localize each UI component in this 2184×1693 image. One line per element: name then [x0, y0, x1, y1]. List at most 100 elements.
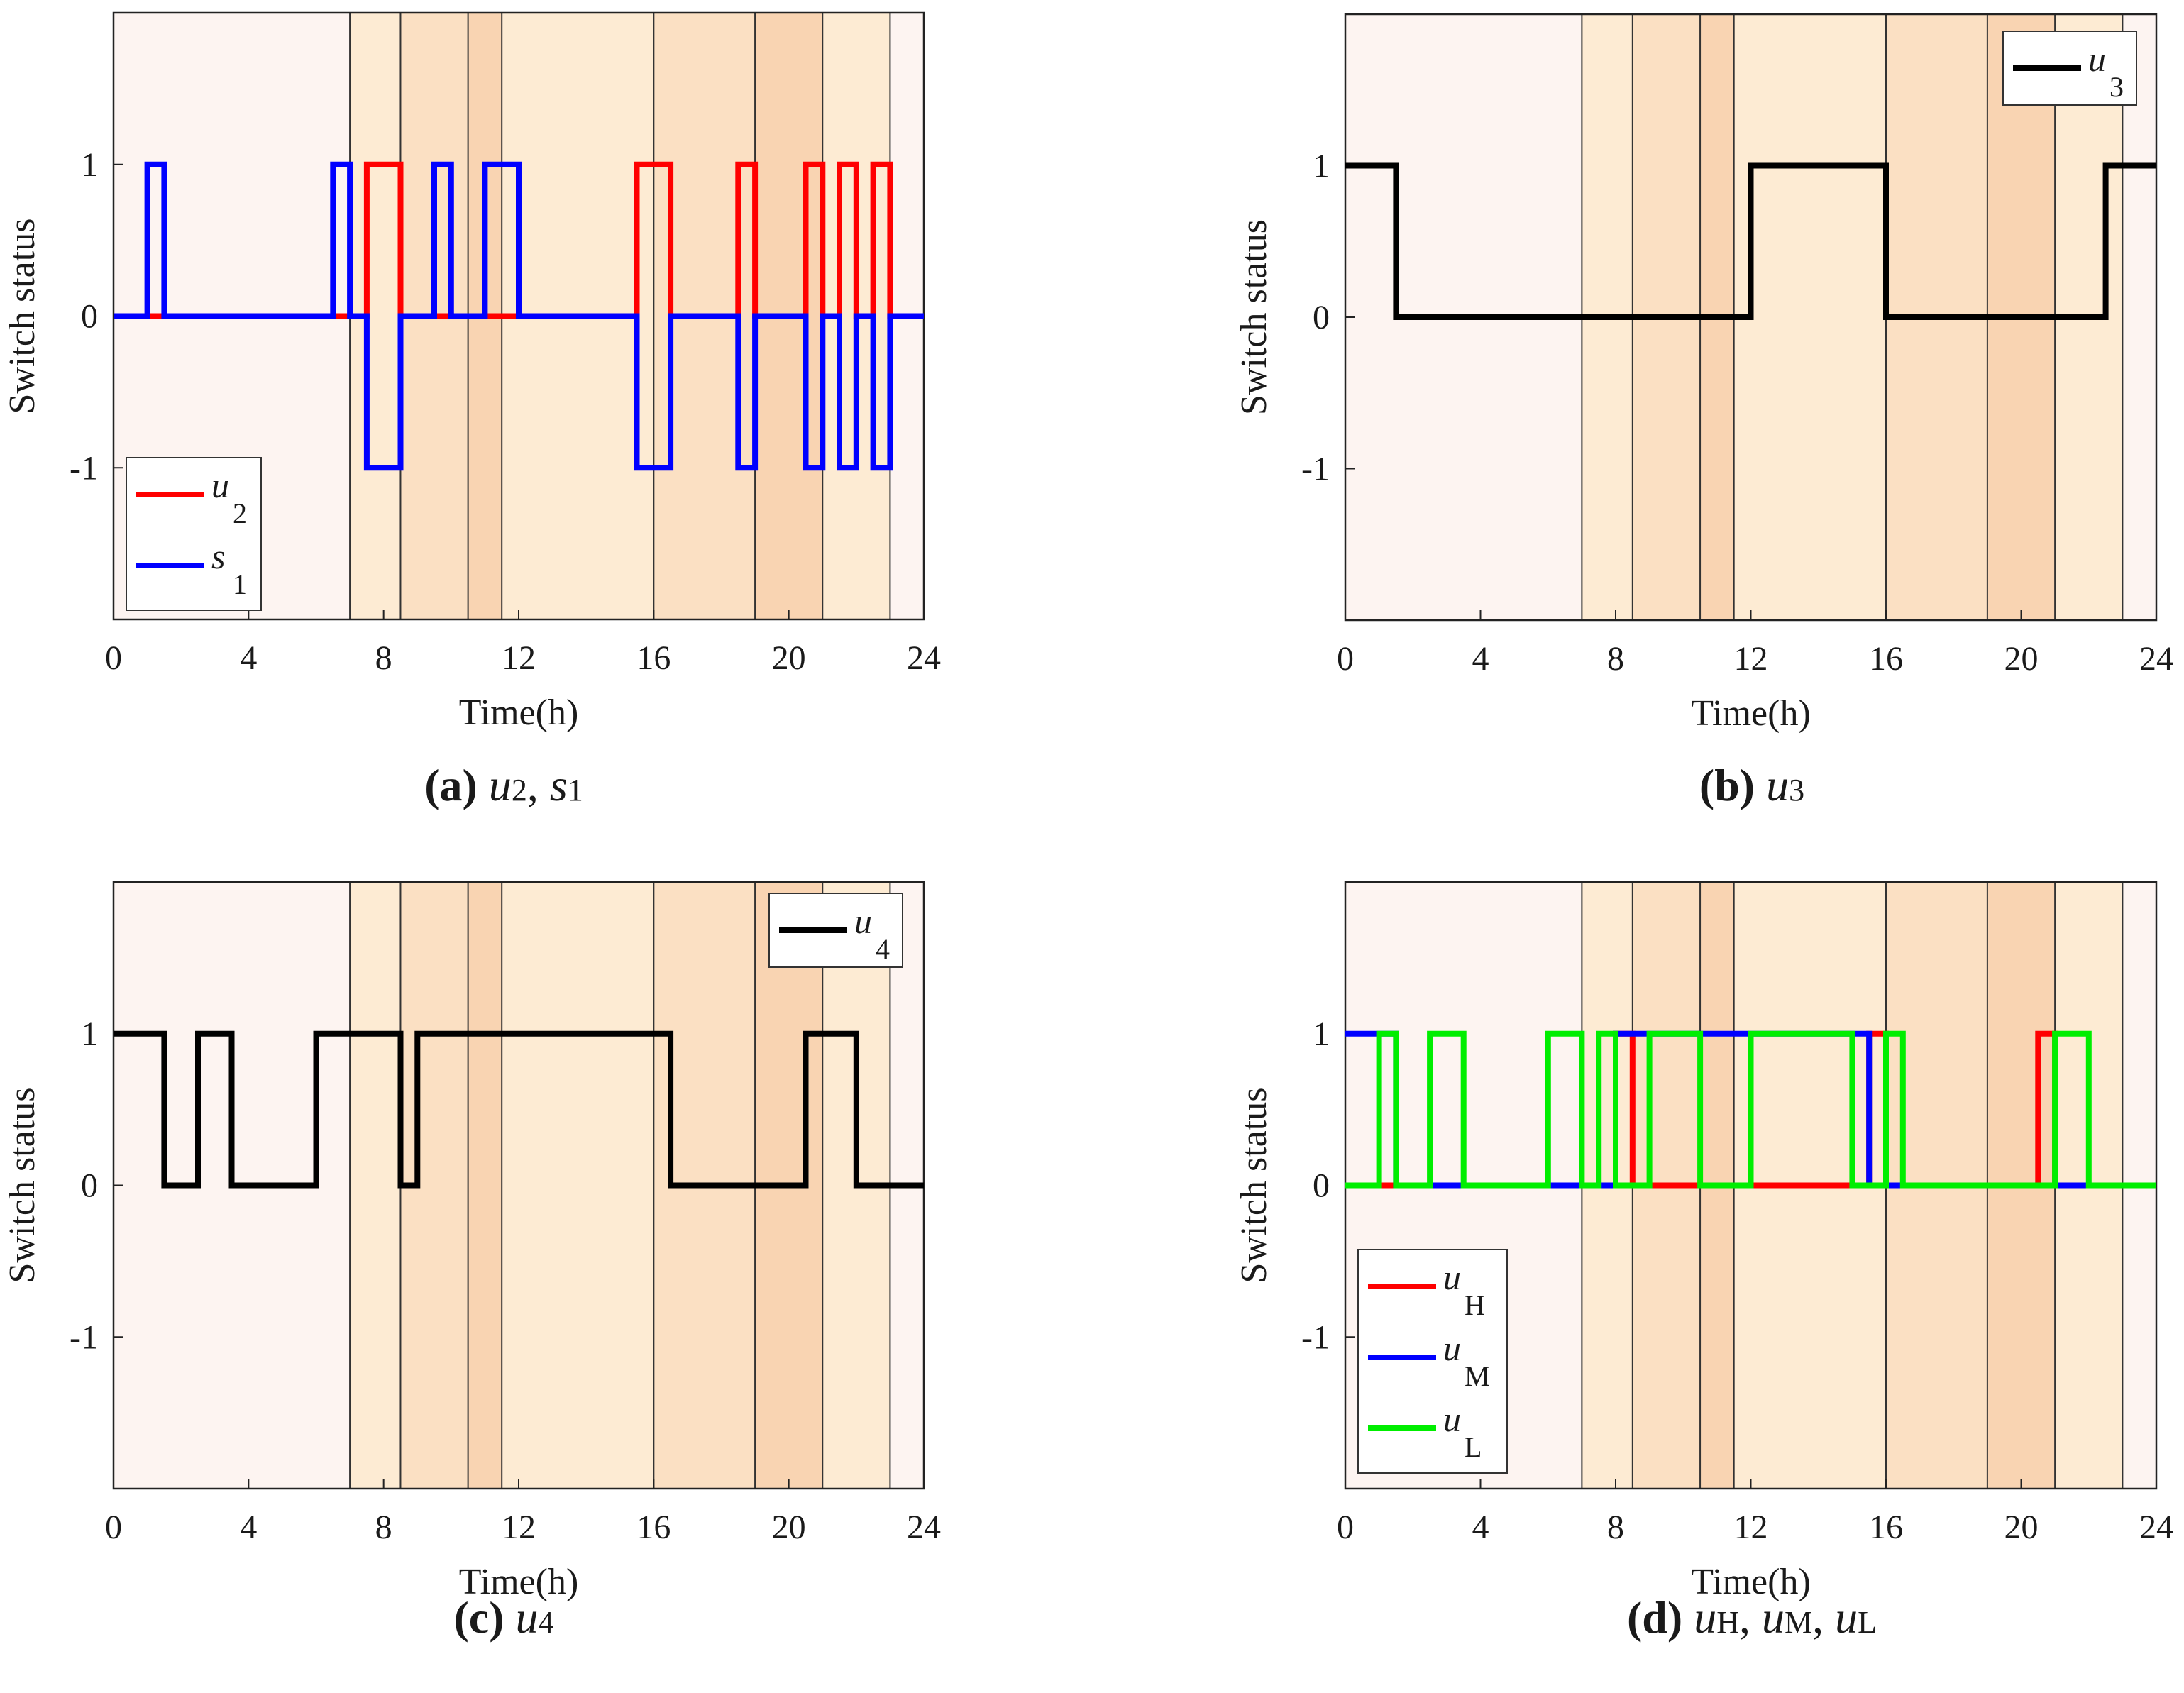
y-tick-label-a-1: 0 [81, 298, 98, 336]
x-tick-label-d-1: 4 [1472, 1509, 1489, 1546]
panel-c: 0 4 8 12 16 20 24 1 0 -1 Time(h) Switch status u 4 (c… [0, 846, 1092, 1693]
legend-label-d-2: u [1443, 1399, 1461, 1439]
x-tick-label-d-5: 20 [2004, 1509, 2039, 1546]
caption-a-sub-2: 1 [567, 773, 583, 807]
x-tick-label-c-0: 0 [105, 1509, 122, 1546]
legend-sub-a-1: 1 [233, 568, 247, 600]
caption-d-sub-3: L [1858, 1605, 1877, 1640]
caption-a-sub-1: 2 [511, 773, 527, 807]
x-tick-label-c-5: 20 [772, 1509, 806, 1546]
band-b-4 [1733, 14, 1886, 620]
caption-d-sub-1: H [1716, 1605, 1739, 1640]
caption-a-var-2: s [549, 760, 568, 810]
y-tick-label-d-0: 1 [1313, 1015, 1330, 1053]
series-group-a [114, 161, 924, 471]
y-tick-label-c-2: -1 [70, 1318, 98, 1356]
x-tick-label-b-4: 16 [1869, 640, 1903, 678]
caption-c-letter: (c) [453, 1592, 504, 1643]
band-c-1 [350, 882, 401, 1489]
x-axis-label-b: Time(h) [1691, 693, 1811, 734]
series-group-b [1345, 162, 2156, 320]
x-tick-label-a-2: 8 [375, 639, 392, 677]
series-line-c-u4 [114, 1030, 924, 1189]
legend-box-a [126, 457, 262, 611]
caption-b: (b) u3 [1645, 759, 1858, 812]
caption-b-var-1: u [1766, 760, 1789, 810]
caption-d-var-2: u [1761, 1592, 1785, 1643]
caption-d: (d) uH, uM, uL [1626, 1592, 1877, 1643]
series-group-d [1345, 1030, 2156, 1189]
x-tick-label-d-3: 12 [1734, 1509, 1768, 1546]
y-axis-label-c: Switch status [2, 1088, 43, 1284]
x-ticks-b: 0 4 8 12 16 20 24 [1337, 610, 2173, 678]
y-tick-label-c-0: 1 [81, 1015, 98, 1053]
legend-label-a-0: u [211, 465, 229, 505]
x-tick-label-b-5: 20 [2004, 640, 2039, 678]
y-axis-label-d: Switch status [1234, 1088, 1274, 1284]
caption-b-letter: (b) [1699, 760, 1755, 810]
x-tick-label-a-0: 0 [105, 639, 122, 677]
series-line-b-u3 [1345, 162, 2156, 320]
x-tick-label-a-4: 16 [636, 639, 671, 677]
legend-label-c-0: u [854, 901, 872, 941]
legend-label-d-1: u [1443, 1328, 1461, 1368]
x-tick-label-a-5: 20 [772, 639, 806, 677]
legend-label-b-0: u [2088, 39, 2106, 79]
y-tick-label-c-1: 0 [81, 1167, 98, 1205]
y-tick-label-a-0: 1 [81, 146, 98, 184]
y-tick-label-d-1: 0 [1313, 1167, 1330, 1205]
caption-a-letter: (a) [424, 760, 478, 810]
x-axis-label-a: Time(h) [459, 693, 579, 733]
series-line-d-ul [1345, 1030, 2156, 1189]
y-axis-label-a: Switch status [2, 219, 43, 414]
y-tick-label-b-0: 1 [1313, 148, 1330, 185]
y-ticks-b: 1 0 -1 [1301, 148, 1355, 488]
x-tick-label-d-2: 8 [1607, 1509, 1624, 1546]
x-tick-label-d-4: 16 [1869, 1509, 1903, 1546]
caption-c-var-1: u [515, 1592, 539, 1643]
caption-d-sub-2: M [1784, 1605, 1813, 1640]
x-tick-label-d-0: 0 [1337, 1509, 1354, 1546]
caption-a-var-1: u [488, 760, 512, 810]
x-tick-label-b-3: 12 [1734, 640, 1768, 678]
x-tick-label-a-3: 12 [502, 639, 536, 677]
caption-d-var-1: u [1694, 1592, 1717, 1643]
bands-c [114, 882, 924, 1489]
legend-sub-b-0: 3 [2109, 71, 2124, 103]
chart-b-svg: 0 4 8 12 16 20 24 1 0 -1 Time(h) Switch status u3 [1234, 13, 2173, 734]
x-ticks-d: 0 4 8 12 16 20 24 [1337, 1479, 2173, 1546]
caption-d-letter: (d) [1626, 1592, 1683, 1643]
legend-sub-d-2: L [1465, 1431, 1482, 1463]
panel-a: 0 4 8 12 16 20 24 1 0 -1 Time(h) Switch status u 2 s 1 … [0, 0, 1092, 846]
legend-sub-c-0: 4 [876, 933, 890, 965]
legend-label-d-0: u [1443, 1257, 1461, 1297]
x-tick-label-b-6: 24 [2139, 640, 2173, 678]
x-ticks-a: 0 4 8 12 16 20 24 [105, 610, 941, 677]
y-tick-label-b-2: -1 [1301, 451, 1330, 488]
y-axis-label-b: Switch status [1234, 219, 1274, 415]
legend-c: u4 [768, 893, 903, 968]
x-tick-label-c-1: 4 [240, 1509, 257, 1546]
x-tick-label-a-6: 24 [907, 639, 941, 677]
series-group-c [114, 1030, 924, 1189]
x-tick-label-d-6: 24 [2139, 1509, 2173, 1546]
x-axis-label-d: Time(h) [1691, 1562, 1811, 1602]
y-tick-label-a-2: -1 [70, 449, 98, 487]
x-ticks-c: 0 4 8 12 16 20 24 [105, 1479, 941, 1546]
x-tick-label-c-6: 24 [907, 1509, 941, 1546]
x-tick-label-c-2: 8 [375, 1509, 392, 1546]
x-tick-label-b-0: 0 [1337, 640, 1354, 678]
series-line-a-s1 [114, 161, 924, 471]
y-ticks-c: 1 0 -1 [70, 1015, 123, 1356]
caption-c: (c) u4 [397, 1592, 610, 1644]
legend-sub-a-0: 2 [233, 497, 247, 529]
panel-b: 0 4 8 12 16 20 24 1 0 -1 Time(h) Switch status u 3 (b… [1092, 0, 2184, 846]
caption-d-var-3: u [1835, 1592, 1858, 1643]
